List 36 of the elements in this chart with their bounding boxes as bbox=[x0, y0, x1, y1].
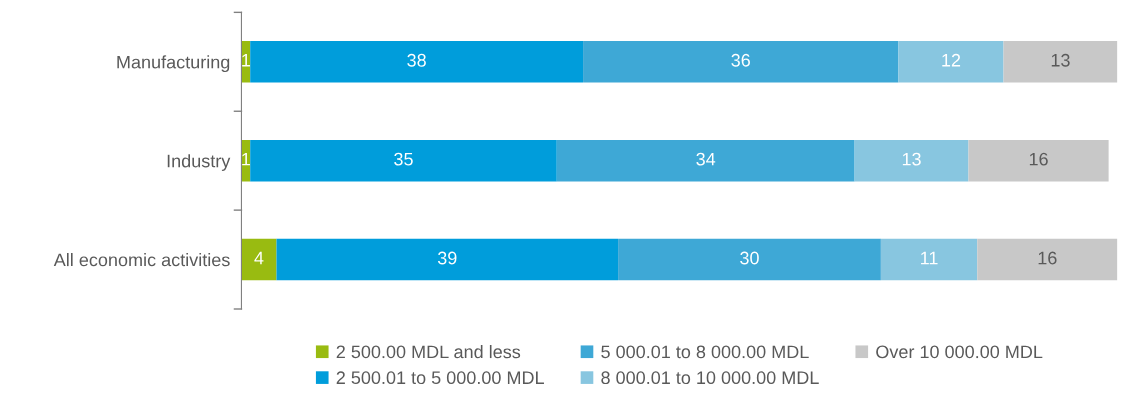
y-tick-label: All economic activities bbox=[53, 253, 230, 267]
bar bbox=[250, 139, 557, 182]
legend-label: 8 000.01 to 10 000.00 MDL bbox=[601, 371, 819, 385]
data-label: 13 bbox=[1051, 53, 1070, 67]
data-label: 38 bbox=[407, 53, 426, 67]
bar bbox=[880, 238, 978, 281]
bar bbox=[977, 238, 1118, 281]
bar bbox=[1003, 41, 1118, 83]
legend-label: Over 10 000.00 MDL bbox=[876, 345, 1043, 359]
bar bbox=[898, 41, 1004, 83]
bar bbox=[250, 41, 584, 83]
data-label: 36 bbox=[731, 53, 750, 67]
data-label: 34 bbox=[696, 152, 716, 166]
bar bbox=[276, 238, 619, 281]
bar bbox=[241, 238, 277, 281]
bar bbox=[854, 139, 969, 182]
data-label: 11 bbox=[921, 251, 938, 265]
data-label: 39 bbox=[437, 251, 457, 265]
legend-label: 2 500.01 to 5 000.00 MDL bbox=[336, 371, 544, 385]
data-label: 1 bbox=[242, 54, 250, 67]
legend-label: 2 500.00 MDL and less bbox=[336, 344, 521, 359]
data-label: 1 bbox=[242, 152, 250, 166]
data-label: 30 bbox=[740, 251, 759, 265]
data-label: 16 bbox=[1038, 251, 1057, 265]
legend-label: 5 000.01 to 8 000.00 MDL bbox=[601, 345, 809, 359]
y-tick-label: Industry bbox=[167, 154, 231, 171]
data-label: 16 bbox=[1029, 152, 1048, 166]
bar bbox=[968, 139, 1109, 182]
data-label: 13 bbox=[902, 152, 921, 166]
data-label: 35 bbox=[394, 152, 413, 166]
data-label: 12 bbox=[942, 53, 961, 67]
bar bbox=[618, 238, 881, 281]
bar bbox=[556, 139, 855, 182]
data-label: 4 bbox=[254, 251, 264, 265]
y-tick-label: Manufacturing bbox=[117, 55, 230, 73]
bar bbox=[583, 41, 899, 83]
